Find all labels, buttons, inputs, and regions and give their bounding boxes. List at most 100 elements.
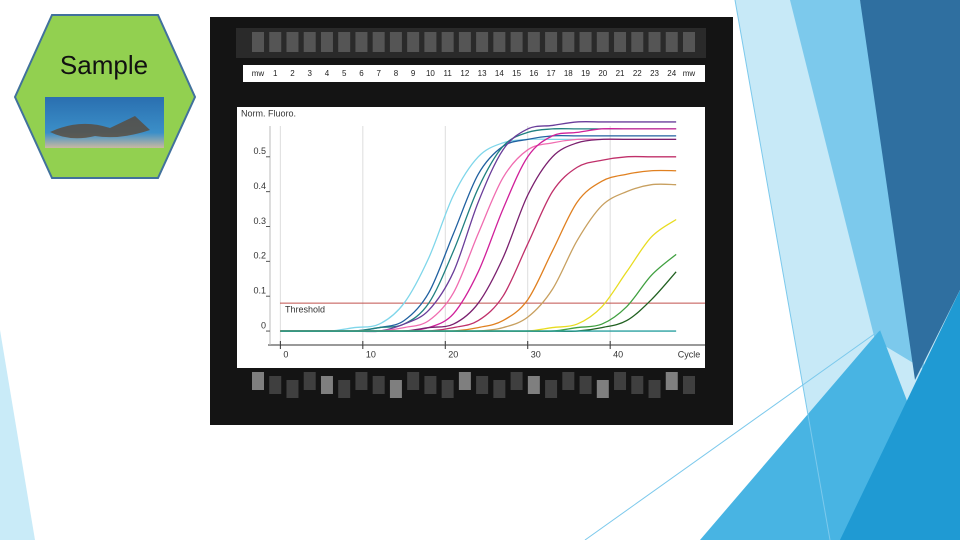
gel-band	[562, 372, 575, 390]
gel-well	[441, 32, 454, 52]
lane-label: 7	[376, 69, 381, 78]
gel-band	[545, 380, 558, 398]
gel-band	[476, 376, 489, 394]
lane-label: 15	[512, 69, 521, 78]
gel-band	[665, 372, 678, 390]
gel-well	[269, 32, 282, 52]
x-tick-label: 0	[283, 349, 288, 359]
gel-well	[320, 32, 333, 52]
lane-label: 9	[411, 69, 416, 78]
lane-strip	[243, 65, 705, 82]
gel-well	[424, 32, 437, 52]
gel-bands	[252, 32, 695, 398]
lane-label: 16	[529, 69, 538, 78]
y-tick-label: 0.1	[253, 286, 266, 296]
deco	[840, 290, 960, 540]
lane-label: 5	[342, 69, 347, 78]
shrimp-shape	[50, 116, 150, 139]
deco-line	[584, 329, 881, 540]
chart: Norm. Fluoro. Cycle 0 0.1 0.2 0.3 0.4 0.5 0 10 2…	[241, 108, 705, 359]
y-axis-label: Norm. Fluoro.	[241, 108, 296, 118]
lane-label: 1	[273, 69, 278, 78]
lane-label: 12	[460, 69, 469, 78]
gel-well	[372, 32, 385, 52]
lane-label: 11	[443, 69, 452, 78]
gel-band	[493, 380, 506, 398]
deco-line	[734, 0, 831, 540]
gel-band	[510, 372, 523, 390]
gel-well	[648, 32, 661, 52]
x-tick-label: 40	[613, 349, 623, 359]
lane-label: mw	[252, 69, 265, 78]
lane-label: 22	[633, 69, 642, 78]
gel-band	[320, 376, 333, 394]
x-axis-label: Cycle	[678, 349, 701, 359]
gel-well	[407, 32, 420, 52]
gel-band	[527, 376, 540, 394]
y-tick-label: 0.5	[253, 146, 266, 156]
gel-band	[579, 376, 592, 394]
lane-label: 13	[478, 69, 487, 78]
gel-band	[614, 372, 627, 390]
gel-well	[252, 32, 264, 52]
lane-label: 18	[564, 69, 573, 78]
gel-well	[510, 32, 523, 52]
gel-band	[303, 372, 316, 390]
gel-band	[596, 380, 609, 398]
gel-band	[372, 376, 385, 394]
gel-well	[579, 32, 592, 52]
gel-well	[355, 32, 368, 52]
hexagon	[13, 14, 197, 179]
gel-band	[389, 380, 402, 398]
hexagon-label: Sample	[60, 50, 148, 80]
gel-well	[614, 32, 627, 52]
gel-well	[389, 32, 402, 52]
gel-well	[286, 32, 299, 52]
lane-label: 8	[394, 69, 399, 78]
lane-label: 4	[325, 69, 330, 78]
lane-label: 3	[307, 69, 312, 78]
gel-band	[407, 372, 420, 390]
gel-well	[458, 32, 471, 52]
lane-label: 17	[547, 69, 556, 78]
gel-band	[441, 380, 454, 398]
y-tick-label: 0.3	[253, 216, 266, 226]
deco	[0, 330, 35, 540]
gel-well	[562, 32, 575, 52]
gel-band	[338, 380, 351, 398]
lane-label: 19	[581, 69, 590, 78]
lane-label: 2	[290, 69, 295, 78]
lane-label: mw	[683, 69, 696, 78]
lane-label: 23	[650, 69, 659, 78]
gel-band	[683, 376, 695, 394]
gel-well	[476, 32, 489, 52]
deco	[860, 0, 960, 380]
gel-band	[355, 372, 368, 390]
gel-well	[631, 32, 644, 52]
lane-label: 6	[359, 69, 364, 78]
lane-label: 10	[426, 69, 435, 78]
lane-label: 20	[598, 69, 607, 78]
gel-well	[545, 32, 558, 52]
lane-label: 21	[616, 69, 625, 78]
gel-band	[252, 372, 264, 390]
x-tick-label: 30	[531, 349, 541, 359]
gel-band	[458, 372, 471, 390]
shrimp-photo	[45, 97, 164, 148]
y-tick-label: 0	[261, 320, 266, 330]
gel-band	[631, 376, 644, 394]
gel-band	[424, 376, 437, 394]
lane-labels: mw 1 2 3 4 5 6 7 8 9 10 11 12 13 14 15 16 17 18 19 20 21 22 23 2…	[252, 69, 696, 78]
x-tick-label: 10	[366, 349, 376, 359]
gel-well	[596, 32, 609, 52]
gel-band	[286, 380, 299, 398]
gel-band	[648, 380, 661, 398]
gel-well	[665, 32, 678, 52]
y-tick-label: 0.4	[253, 181, 266, 191]
x-tick-label: 20	[448, 349, 458, 359]
gel-well	[338, 32, 351, 52]
deco	[790, 0, 925, 370]
lane-label: 14	[495, 69, 504, 78]
threshold-label: Threshold	[285, 305, 325, 315]
